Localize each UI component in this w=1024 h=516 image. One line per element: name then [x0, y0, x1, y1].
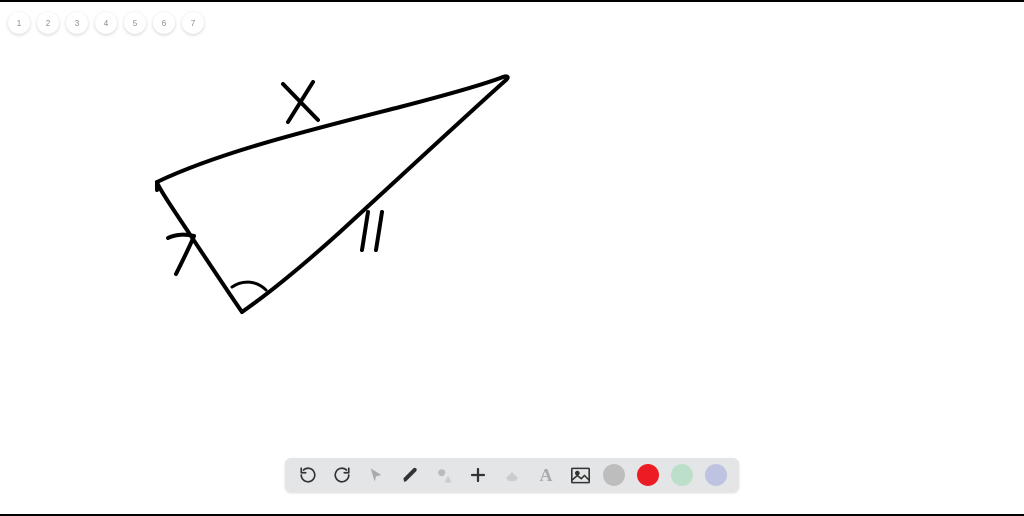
triangle-side-bc: [242, 80, 506, 312]
pen-icon: [402, 467, 419, 484]
shapes-button[interactable]: [433, 464, 455, 486]
triangle-side-ca: [157, 182, 242, 312]
color-gray[interactable]: [603, 464, 625, 486]
image-icon: [571, 467, 590, 484]
page-button-6[interactable]: 6: [153, 12, 175, 34]
drawing-canvas: [0, 2, 1024, 516]
shapes-icon: [436, 467, 453, 484]
add-button[interactable]: [467, 464, 489, 486]
eraser-icon: [503, 466, 521, 484]
page-button-4[interactable]: 4: [95, 12, 117, 34]
angle-mark: [232, 282, 266, 290]
page-button-1[interactable]: 1: [8, 12, 30, 34]
toolbar: A: [285, 458, 739, 492]
label-x-stroke: [283, 82, 318, 122]
redo-button[interactable]: [331, 464, 353, 486]
add-icon: [469, 466, 487, 484]
page-button-5[interactable]: 5: [124, 12, 146, 34]
color-purple[interactable]: [705, 464, 727, 486]
redo-icon: [333, 466, 351, 484]
text-button[interactable]: A: [535, 464, 557, 486]
triangle-side-ab: [157, 76, 508, 182]
text-icon: A: [540, 465, 553, 486]
pointer-icon: [368, 467, 384, 483]
eraser-button[interactable]: [501, 464, 523, 486]
color-green[interactable]: [671, 464, 693, 486]
label-7-stroke: [168, 235, 194, 274]
color-red[interactable]: [637, 464, 659, 486]
pointer-button[interactable]: [365, 464, 387, 486]
page-button-7[interactable]: 7: [182, 12, 204, 34]
page-button-row: 1 2 3 4 5 6 7: [8, 12, 204, 34]
page-button-2[interactable]: 2: [37, 12, 59, 34]
undo-button[interactable]: [297, 464, 319, 486]
image-button[interactable]: [569, 464, 591, 486]
pen-button[interactable]: [399, 464, 421, 486]
undo-icon: [299, 466, 317, 484]
label-11-stroke: [362, 212, 382, 250]
page-button-3[interactable]: 3: [66, 12, 88, 34]
